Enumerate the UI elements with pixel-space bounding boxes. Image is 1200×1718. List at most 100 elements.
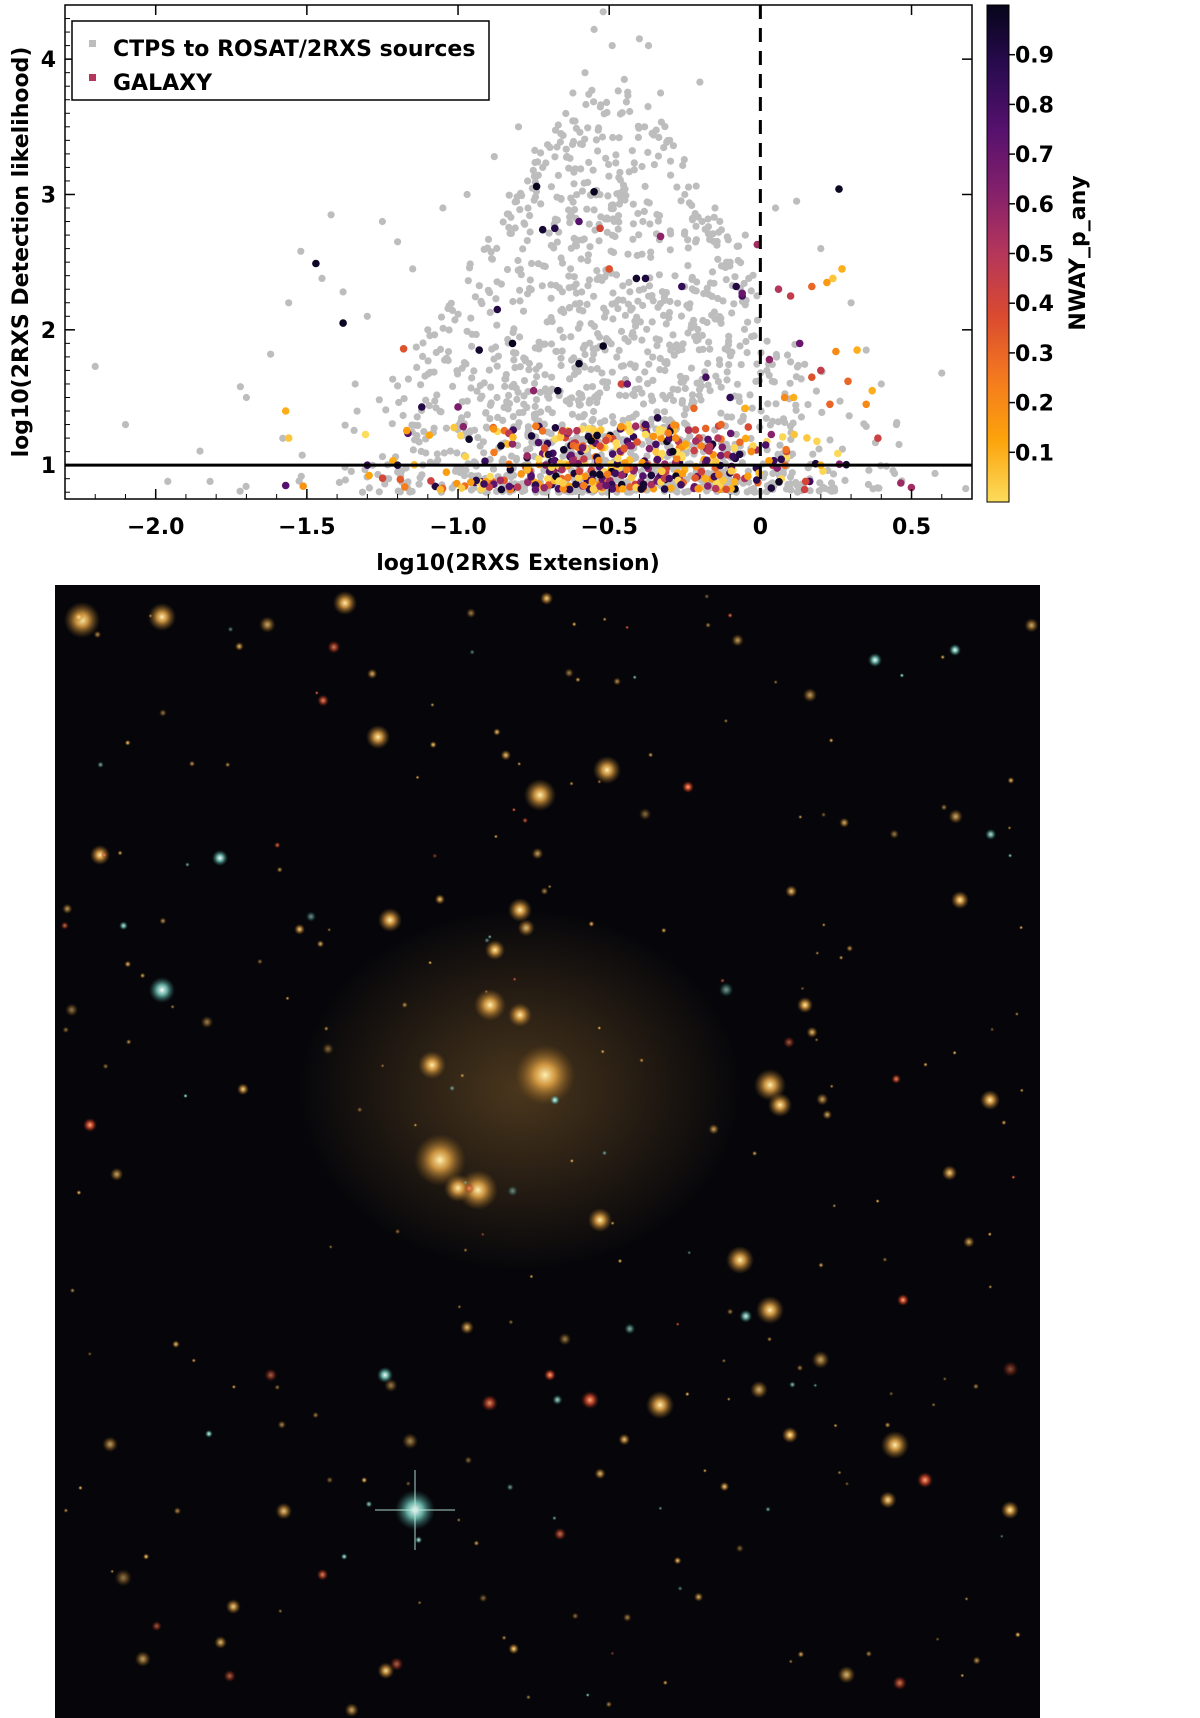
ctps-point <box>433 391 441 399</box>
faint-source <box>185 862 190 867</box>
ctps-point <box>628 147 636 155</box>
galaxy-point <box>418 403 426 411</box>
faint-source <box>942 1376 947 1381</box>
ctps-point <box>708 268 717 276</box>
ctps-point <box>762 414 770 422</box>
ctps-point <box>206 477 214 485</box>
ctps-point <box>609 133 617 142</box>
ctps-point <box>710 213 718 221</box>
faint-source <box>735 1544 744 1553</box>
star-blob <box>212 850 228 866</box>
ctps-point <box>547 340 556 348</box>
ctps-point <box>619 362 628 370</box>
ctps-point <box>382 406 390 414</box>
ctps-point <box>480 379 488 387</box>
ctps-point <box>499 416 507 424</box>
faint-source <box>558 1333 572 1346</box>
ctps-point <box>339 288 347 296</box>
faint-source <box>493 834 498 839</box>
faint-source <box>818 1262 824 1268</box>
ctps-point <box>697 396 705 404</box>
ctps-point <box>784 480 792 488</box>
ctps-point <box>536 472 545 480</box>
ctps-point <box>508 383 516 391</box>
ctps-point <box>705 338 713 346</box>
faint-source <box>119 921 128 931</box>
ctps-point <box>602 154 610 162</box>
faint-source <box>838 955 844 960</box>
ctps-point <box>706 235 714 244</box>
faint-source <box>720 978 725 984</box>
galaxy-point <box>645 444 654 453</box>
ctps-point <box>375 488 383 496</box>
ctps-point <box>353 407 361 415</box>
colorbar-tick-label: 0.3 <box>1015 342 1054 367</box>
faint-source <box>839 817 850 828</box>
galaxy-point <box>701 424 710 433</box>
ctps-point <box>644 348 652 356</box>
ctps-point <box>486 401 494 409</box>
faint-source <box>463 1183 475 1194</box>
galaxy-point <box>717 420 725 429</box>
ctps-point <box>420 428 428 436</box>
galaxy-point <box>694 485 702 493</box>
ctps-point <box>679 161 687 169</box>
faint-source <box>501 1635 507 1641</box>
galaxy-point <box>425 431 434 440</box>
ctps-point <box>554 121 562 129</box>
ctps-point <box>585 276 594 284</box>
faint-source <box>428 960 433 965</box>
ctps-point <box>523 237 531 245</box>
galaxy-point <box>761 441 770 449</box>
ctps-point <box>470 367 478 375</box>
faint-source <box>704 593 710 599</box>
ctps-point <box>616 176 625 184</box>
ctps-point <box>692 222 700 230</box>
ctps-point <box>472 330 480 339</box>
faint-source <box>65 1003 79 1017</box>
ctps-point <box>444 356 452 365</box>
ctps-point <box>592 136 601 144</box>
ctps-point <box>567 194 575 202</box>
ctps-point <box>830 484 838 492</box>
ctps-point <box>279 434 287 442</box>
ctps-point <box>579 344 587 352</box>
ctps-point <box>545 388 553 397</box>
galaxy-point <box>602 436 610 445</box>
ctps-point <box>641 123 649 131</box>
ctps-point <box>590 407 598 416</box>
ctps-point <box>657 89 665 97</box>
ctps-point <box>677 197 685 205</box>
faint-source <box>225 762 231 768</box>
ctps-point <box>684 236 692 244</box>
faint-source <box>143 1553 150 1560</box>
galaxy-point <box>465 435 473 444</box>
galaxy-point <box>538 225 547 234</box>
ctps-point <box>553 143 561 151</box>
ctps-point <box>521 220 529 228</box>
galaxy-point <box>299 482 308 491</box>
ctps-point <box>654 217 662 225</box>
ctps-point <box>381 480 389 488</box>
ctps-point <box>666 157 675 165</box>
ctps-point <box>617 327 626 335</box>
faint-source <box>806 1026 818 1038</box>
ctps-point <box>501 382 509 390</box>
ctps-point <box>600 304 608 312</box>
ctps-point <box>327 211 335 219</box>
galaxy-point <box>565 485 574 494</box>
ctps-point <box>742 337 750 346</box>
ctps-point <box>417 381 425 389</box>
ctps-point <box>569 137 578 146</box>
ctps-point <box>625 414 633 423</box>
ctps-point <box>547 183 556 191</box>
faint-source <box>479 1594 488 1603</box>
ctps-point <box>681 384 689 393</box>
ctps-point <box>669 396 678 405</box>
galaxy-point <box>690 446 698 455</box>
ctps-point <box>551 153 559 161</box>
faint-source <box>62 903 73 914</box>
faint-source <box>624 1323 636 1335</box>
ctps-point <box>650 161 659 169</box>
ctps-point <box>763 366 771 375</box>
